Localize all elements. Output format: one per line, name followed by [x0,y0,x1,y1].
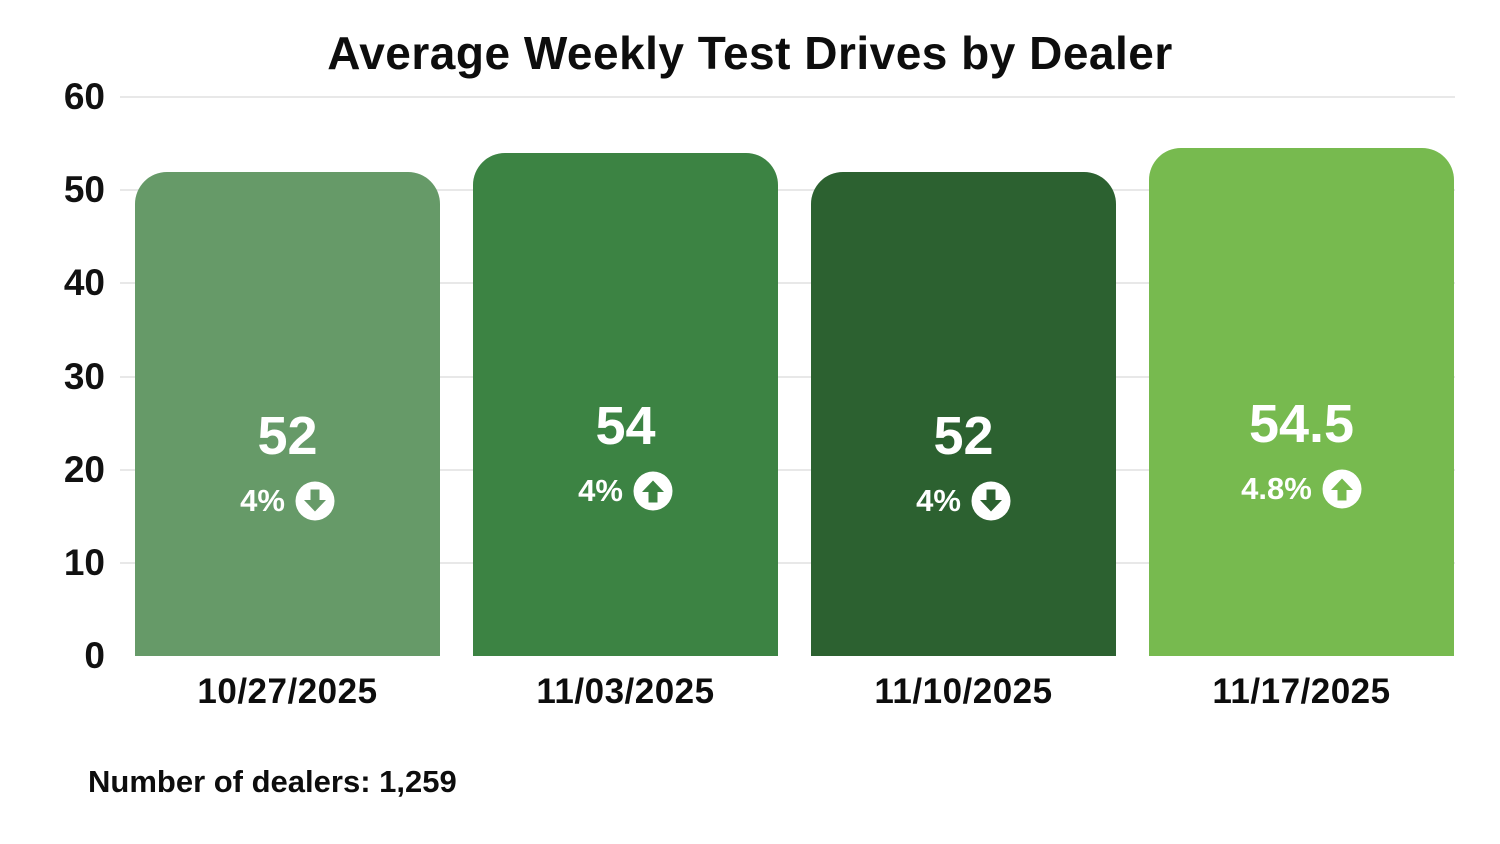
bar: 52 4% [135,171,440,656]
up-arrow-icon [1322,469,1362,509]
x-axis-label: 11/10/2025 [874,672,1053,711]
bar-label-group: 52 4% [240,407,335,521]
bar-change-label: 4.8% [1241,471,1312,507]
gridline [120,468,1455,471]
bar-change-label: 4% [240,482,285,518]
bar-change-row: 4% [240,481,335,521]
bar-value-label: 54 [595,396,656,457]
y-axis-label: 30 [63,355,105,397]
gridline [120,375,1455,378]
gridline [120,96,1455,98]
y-axis-label: 50 [63,169,105,211]
bar-label-group: 52 4% [916,407,1011,521]
bar-label-group: 54 4% [578,397,673,511]
gridline [120,189,1455,192]
bar-change-label: 4% [916,482,961,518]
bar-change-row: 4% [578,471,673,511]
bar-change-row: 4% [916,481,1011,521]
gridline [120,561,1455,564]
plot-area: 52 4% 54 4% 52 4% 54.5 4.8% [120,96,1455,656]
bar-change-label: 4% [578,473,623,509]
y-axis-label: 60 [63,76,105,117]
up-arrow-icon [633,471,673,511]
footer-note: Number of dealers: 1,259 [88,764,457,799]
down-arrow-icon [295,481,335,521]
bar-value-label: 52 [933,405,994,466]
x-axis-label: 11/03/2025 [536,672,715,711]
x-axis-label: 10/27/2025 [197,672,378,711]
chart-title: Average Weekly Test Drives by Dealer [327,27,1173,79]
y-axis-label: 10 [63,541,105,583]
bar-change-row: 4.8% [1241,469,1362,509]
bar-value-label: 52 [257,405,318,466]
bar: 54.5 4.8% [1149,148,1454,656]
bar: 52 4% [811,171,1116,656]
bar-value-label: 54.5 [1248,394,1355,455]
gridline [120,282,1455,285]
x-axis-label: 11/17/2025 [1212,672,1391,711]
bar: 54 4% [473,152,778,656]
y-axis-label: 40 [63,262,105,304]
bar-label-group: 54.5 4.8% [1241,395,1362,509]
y-axis-label: 20 [63,448,105,490]
y-axis-label: 0 [84,635,105,676]
down-arrow-icon [971,481,1011,521]
